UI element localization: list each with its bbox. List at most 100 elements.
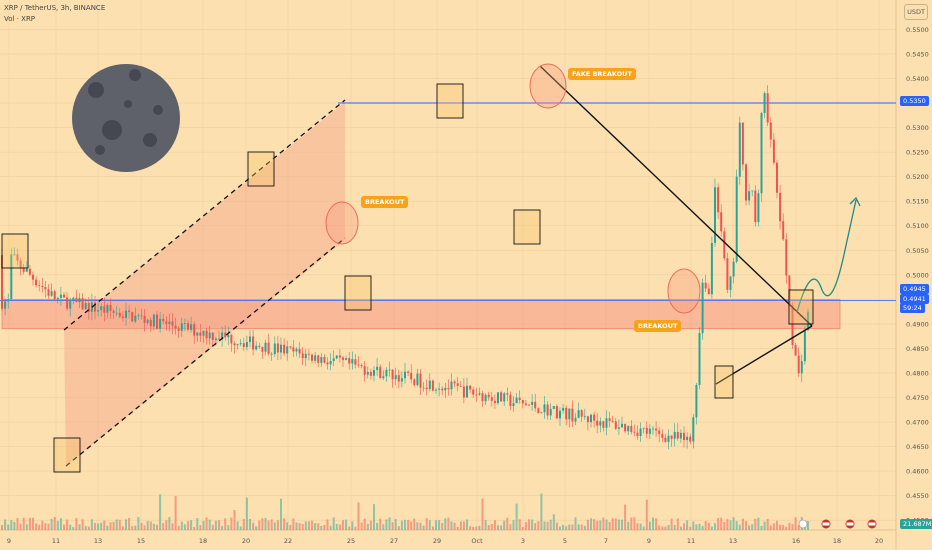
candle-body: [156, 314, 158, 329]
y-tick-label: 0.5150: [906, 198, 929, 206]
candle-body: [562, 407, 565, 411]
candle-body: [183, 323, 186, 324]
highlight-box: [53, 437, 81, 473]
volume-bar: [593, 519, 596, 530]
candle-body: [270, 353, 273, 355]
volume-bar: [760, 525, 763, 530]
x-tick-label: 13: [94, 537, 102, 545]
volume-bar: [394, 519, 397, 530]
moon-crater: [129, 69, 141, 81]
candle-body: [769, 122, 772, 140]
candle-body: [208, 332, 211, 339]
volume-bar: [162, 522, 165, 530]
candle-body: [614, 421, 617, 429]
candle-body: [174, 325, 177, 329]
candle-body: [717, 187, 720, 213]
volume-bar: [701, 525, 704, 530]
volume-bar: [431, 526, 434, 530]
candle-body: [360, 365, 363, 367]
volume-bar: [772, 523, 775, 530]
candle-body: [283, 344, 286, 354]
volume-bar: [400, 520, 403, 530]
volume-bar: [422, 525, 425, 530]
candle-body: [546, 404, 549, 416]
volume-bar: [586, 519, 589, 530]
flag-stripe: [822, 522, 830, 526]
candle-body: [624, 423, 627, 432]
candle-body: [540, 412, 543, 414]
candle-body: [652, 428, 654, 430]
volume-bar: [118, 519, 121, 530]
candle-body: [500, 392, 503, 402]
candle-body: [416, 373, 419, 386]
volume-bar: [549, 519, 552, 530]
candle-body: [478, 393, 481, 395]
volume-bar: [524, 522, 527, 530]
volume-bar: [208, 519, 211, 530]
candle-body: [428, 380, 431, 390]
volume-bar: [745, 521, 747, 530]
candle-body: [518, 397, 521, 401]
candle-body: [639, 428, 642, 436]
volume-bar: [47, 523, 50, 530]
volume-bar: [407, 520, 410, 530]
candle-body: [807, 311, 809, 331]
candle-body: [772, 139, 775, 163]
candle-body: [354, 359, 357, 365]
volume-bar: [304, 521, 307, 530]
channel-upper-line: [63, 99, 346, 331]
volume-bar: [267, 520, 270, 530]
candle-body: [78, 298, 81, 303]
volume-bar: [459, 521, 462, 530]
resistance-price-label: 0.5350: [900, 96, 929, 106]
volume-bar: [425, 518, 428, 530]
volume-bar: [503, 520, 506, 530]
volume-bar: [338, 524, 341, 530]
volume-bar: [720, 517, 723, 530]
candle-body: [757, 193, 760, 223]
volume-bar: [766, 519, 769, 530]
currency-button[interactable]: USDT: [904, 4, 928, 20]
volume-bar: [369, 520, 372, 530]
candle-body: [735, 176, 738, 262]
candle-body: [100, 306, 103, 311]
highlight-box: [513, 209, 541, 245]
volume-bar: [555, 522, 558, 530]
volume-bar: [686, 520, 689, 530]
annotation-breakout-2: BREAKOUT: [634, 320, 682, 332]
candle-body: [385, 369, 388, 377]
candle-body: [202, 330, 205, 336]
volume-bar: [25, 524, 28, 530]
trendline-upper: [539, 65, 813, 327]
candle-body: [469, 385, 472, 390]
candle-body: [450, 381, 453, 390]
candle-body: [503, 393, 506, 402]
candle-body: [590, 414, 592, 423]
candle-body: [81, 298, 84, 310]
x-axis: 9 11 13 15 18 20 22 25 27 29 Oct 3 5 7 9 11 13 16 18 20: [7, 519, 883, 545]
volume-bar: [469, 526, 472, 530]
volume-bar: [599, 520, 602, 530]
candle-body: [627, 425, 630, 432]
volume-bar: [134, 525, 137, 530]
candle-body: [289, 346, 292, 348]
volume-bar: [419, 522, 422, 530]
candle-body: [466, 385, 468, 398]
volume-bar: [354, 526, 357, 530]
volume-bar: [366, 523, 369, 530]
volume-bar: [490, 524, 493, 530]
candle-body: [605, 418, 608, 428]
candle-body: [568, 408, 571, 420]
volume-bar: [112, 521, 115, 530]
candle-body: [692, 417, 695, 442]
candle-body: [193, 324, 196, 336]
volume-bar: [444, 518, 447, 530]
candle-body: [261, 346, 264, 352]
candle-body: [565, 407, 568, 420]
candle-body: [97, 310, 100, 312]
candle-body: [701, 282, 704, 334]
highlight-box: [1, 233, 29, 269]
candle-body: [751, 190, 754, 192]
zones: [0, 102, 896, 466]
candle-body: [245, 341, 248, 348]
